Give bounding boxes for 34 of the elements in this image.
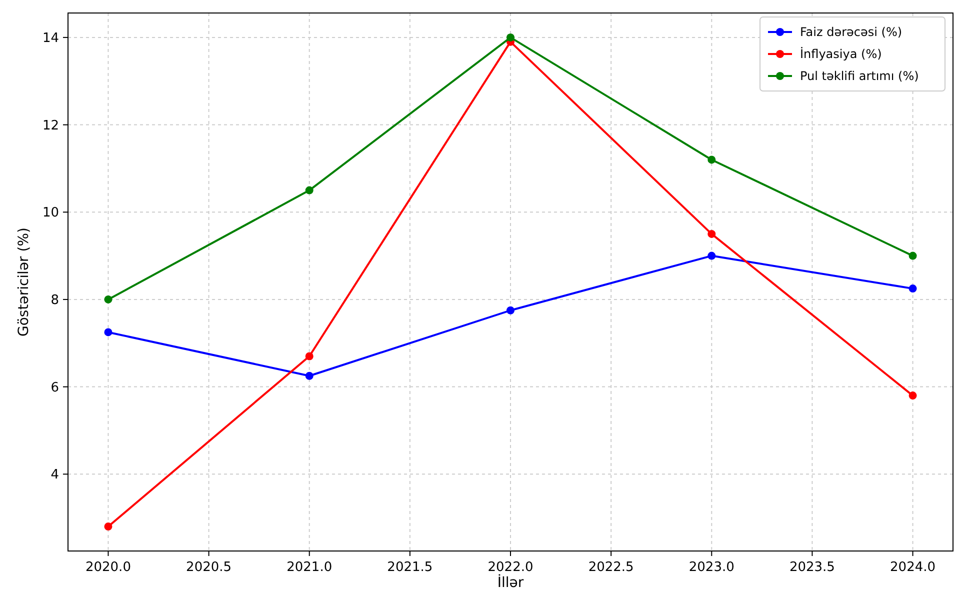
x-tick-label: 2022.0 xyxy=(488,560,534,575)
point xyxy=(708,252,716,260)
point xyxy=(305,372,314,380)
legend-label: Faiz dərəcəsi (%) xyxy=(800,25,902,40)
x-tick-label: 2020.5 xyxy=(186,560,232,575)
point xyxy=(506,306,514,314)
point xyxy=(908,392,917,400)
point xyxy=(908,284,917,293)
y-axis-title: Göstəricilər (%) xyxy=(16,228,32,336)
x-tick-label: 2020.0 xyxy=(85,560,131,575)
x-tick-label: 2021.5 xyxy=(387,560,433,575)
x-tick-label: 2021.0 xyxy=(286,560,332,575)
point xyxy=(104,328,112,336)
x-axis-title: İllər xyxy=(497,574,524,591)
point xyxy=(305,186,314,194)
point xyxy=(908,252,917,260)
y-tick-label: 14 xyxy=(42,31,59,46)
y-tick-label: 8 xyxy=(50,293,59,308)
point xyxy=(305,352,314,360)
x-tick-label: 2022.5 xyxy=(588,560,634,575)
x-tick-label: 2024.0 xyxy=(890,560,936,575)
x-tick-label: 2023.0 xyxy=(688,560,734,575)
point xyxy=(506,33,514,42)
legend-label: Pul təklifi artımı (%) xyxy=(800,69,919,84)
y-tick-label: 4 xyxy=(50,468,59,483)
x-tick-label: 2023.5 xyxy=(789,560,835,575)
y-tick-label: 10 xyxy=(42,206,59,221)
point xyxy=(708,156,716,164)
y-tick-label: 6 xyxy=(50,380,59,396)
point xyxy=(708,230,716,238)
point xyxy=(104,522,112,531)
y-tick-label: 12 xyxy=(42,118,59,134)
legend-label: İnflyasiya (%) xyxy=(800,47,882,62)
point xyxy=(104,295,112,304)
